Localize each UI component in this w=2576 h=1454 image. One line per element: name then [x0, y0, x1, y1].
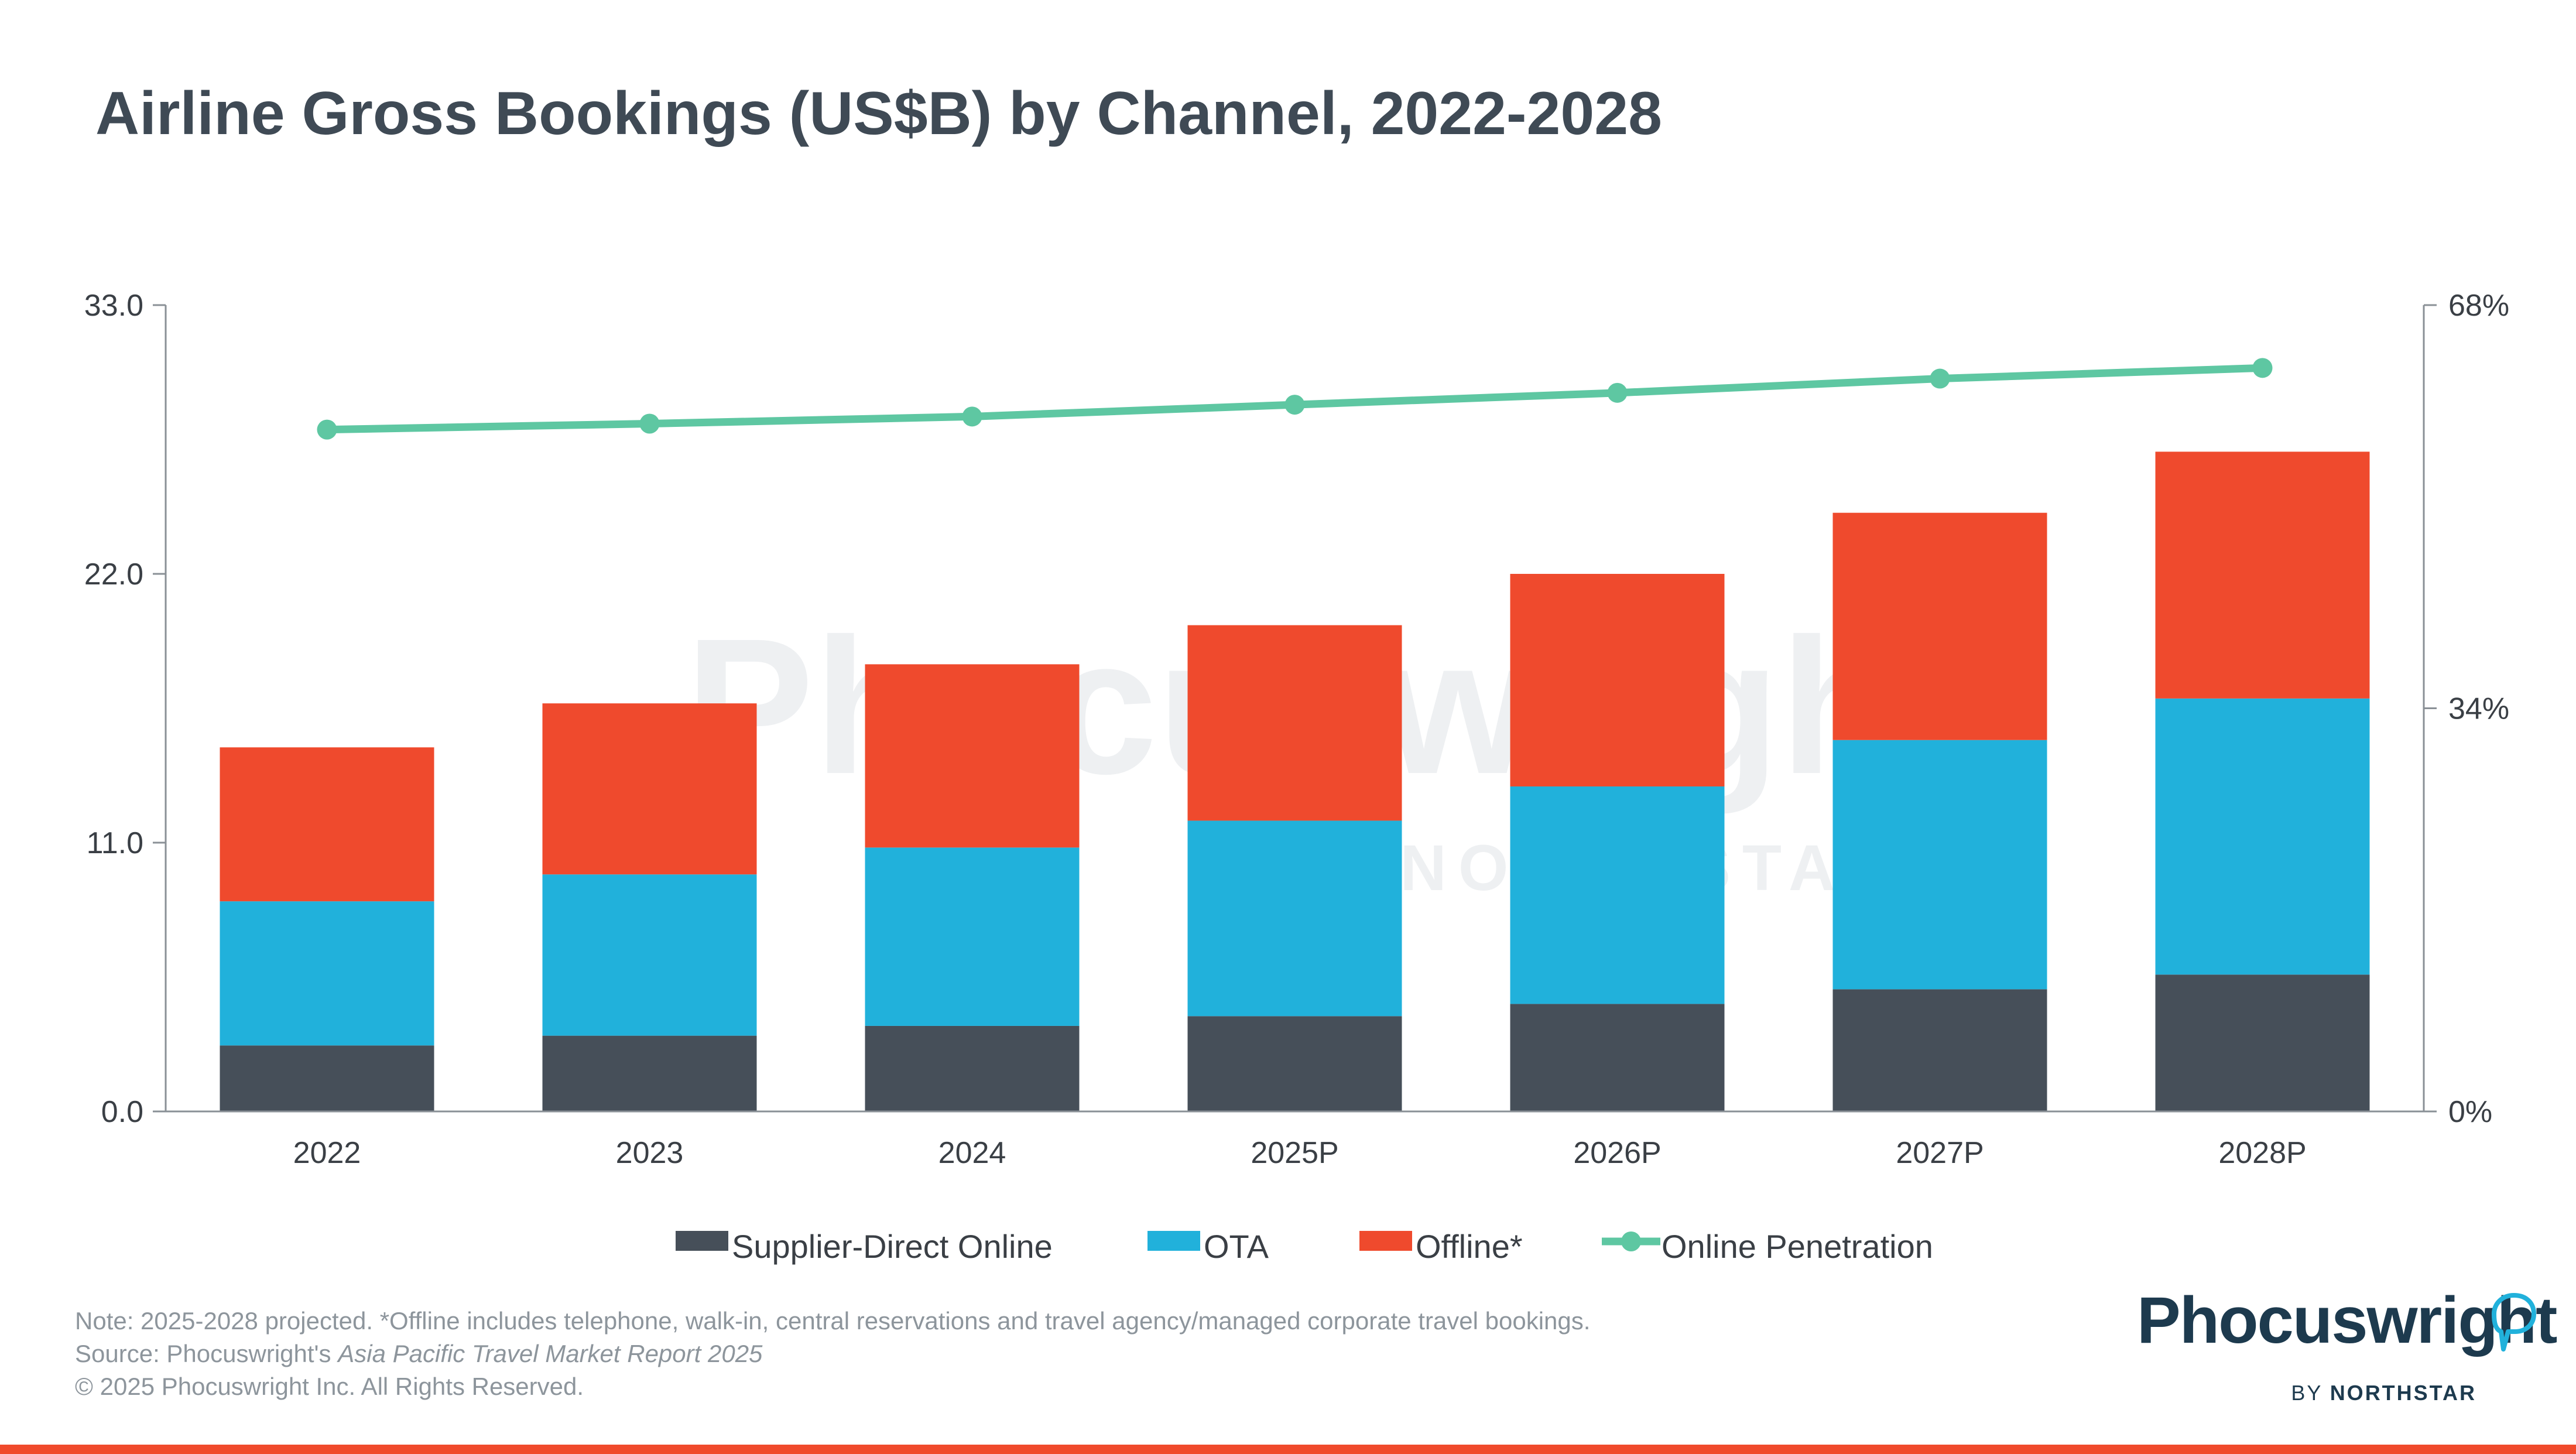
bar-layer: [220, 451, 2370, 1111]
bar-offline-2023: [542, 703, 757, 875]
x-tick-label: 2026P: [1573, 1136, 1661, 1170]
y-left-tick-label: 33.0: [84, 289, 143, 323]
legend-swatch-offline: [1359, 1231, 1412, 1251]
x-tick-label: 2027P: [1896, 1136, 1984, 1170]
y-left-tick-label: 11.0: [87, 826, 143, 860]
bar-offline-2025p: [1187, 625, 1402, 821]
y-right-tick-label: 68%: [2448, 289, 2509, 323]
legend-label-online-penetration: Online Penetration: [1662, 1228, 1933, 1265]
y-right-tick-label: 34%: [2448, 692, 2509, 726]
legend-label-ota: OTA: [1204, 1228, 1269, 1265]
online-penetration-point-2028p: [2252, 358, 2273, 378]
logo-northstar: NORTHSTAR: [2330, 1381, 2476, 1405]
bar-supplier-direct-2028p: [2155, 974, 2370, 1111]
bar-ota-2027p: [1832, 740, 2047, 990]
footer-source-report: Asia Pacific Travel Market Report 2025: [338, 1340, 763, 1367]
legend-swatch-online-penetration-marker: [1621, 1231, 1641, 1251]
x-tick-label: 2024: [938, 1136, 1006, 1170]
x-tick-label: 2025P: [1251, 1136, 1338, 1170]
bar-ota-2024: [865, 847, 1080, 1026]
bar-ota-2025p: [1187, 820, 1402, 1017]
bar-supplier-direct-2027p: [1832, 989, 2047, 1111]
footer-notes: Note: 2025-2028 projected. *Offline incl…: [75, 1305, 1590, 1403]
online-penetration-point-2026p: [1607, 382, 1628, 403]
bar-supplier-direct-2023: [542, 1035, 757, 1111]
footer-source: Source: Phocuswright's Asia Pacific Trav…: [75, 1337, 1590, 1370]
phocuswright-logo: Phocuswright BY NORTHSTAR: [2137, 1282, 2557, 1417]
bar-supplier-direct-2026p: [1510, 1004, 1725, 1111]
legend-swatch-supplier-direct: [676, 1231, 728, 1251]
x-tick-label: 2023: [616, 1136, 684, 1170]
bar-supplier-direct-2024: [865, 1025, 1080, 1111]
x-tick-label: 2028P: [2218, 1136, 2306, 1170]
logo-wordmark: Phocuswright: [2137, 1284, 2557, 1357]
logo-byline: BY NORTHSTAR: [2291, 1381, 2476, 1405]
legend-label-offline: Offline*: [1416, 1228, 1523, 1265]
online-penetration-point-2027p: [1930, 368, 1950, 389]
bar-ota-2022: [220, 901, 434, 1046]
speech-bubble-icon: [2492, 1293, 2536, 1352]
penetration-line-layer: [317, 358, 2273, 440]
footer-note: Note: 2025-2028 projected. *Offline incl…: [75, 1307, 1591, 1335]
bar-offline-2026p: [1510, 574, 1725, 787]
bottom-accent-rule: [0, 1445, 2576, 1454]
bar-offline-2028p: [2155, 451, 2370, 699]
axes: 0.0 11.0 22.0 33.0 0% 34% 68% 2022 2023 2024 2025P…: [84, 289, 2509, 1170]
bar-offline-2027p: [1832, 512, 2047, 740]
bar-offline-2024: [865, 664, 1080, 848]
bar-ota-2023: [542, 874, 757, 1036]
y-left-tick-label: 22.0: [84, 557, 143, 591]
chart-title: Airline Gross Bookings (US$B) by Channel…: [95, 80, 1662, 148]
online-penetration-point-2022: [317, 419, 337, 440]
legend-swatch-ota: [1147, 1231, 1200, 1251]
bar-ota-2028p: [2155, 698, 2370, 975]
y-right-tick-label: 0%: [2448, 1095, 2492, 1129]
bar-supplier-direct-2025p: [1187, 1016, 1402, 1111]
logo-by: BY: [2291, 1381, 2330, 1405]
chart: Phocuswright BY NORTHSTAR 0.011.022.033.…: [84, 289, 2509, 1265]
y-left-tick-label: 0.0: [101, 1095, 143, 1129]
legend-label-supplier-direct: Supplier-Direct Online: [732, 1228, 1053, 1265]
bar-offline-2022: [220, 747, 434, 902]
bar-ota-2026p: [1510, 786, 1725, 1004]
footer-copyright: © 2025 Phocuswright Inc. All Rights Rese…: [75, 1373, 584, 1400]
online-penetration-point-2025p: [1284, 395, 1305, 415]
x-tick-label: 2022: [293, 1136, 361, 1170]
online-penetration-point-2023: [639, 413, 660, 434]
footer-source-prefix: Source: Phocuswright's: [75, 1340, 338, 1367]
online-penetration-point-2024: [962, 406, 982, 427]
legend: Supplier-Direct Online OTA Offline* Online …: [676, 1228, 1933, 1265]
bar-supplier-direct-2022: [220, 1045, 434, 1111]
